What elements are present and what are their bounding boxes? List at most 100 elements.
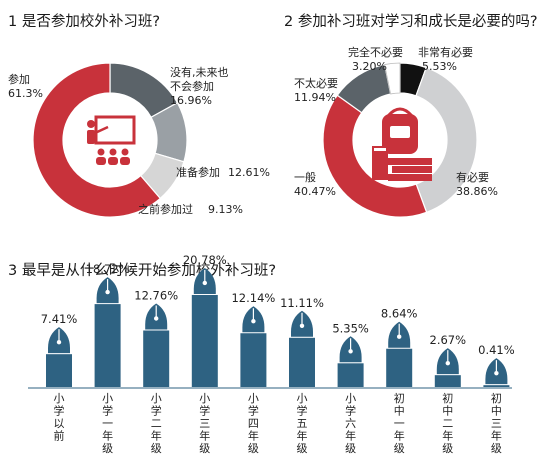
bar-category-label-1: 一 bbox=[102, 417, 113, 430]
bar-value-label-2: 12.76% bbox=[134, 288, 178, 302]
bar-category-label-0: 以 bbox=[54, 417, 65, 430]
value-yiban: 40.47% bbox=[294, 185, 336, 198]
bar-category-label-3: 三 bbox=[199, 417, 210, 430]
bar-category-label-9: 年 bbox=[491, 429, 502, 443]
bar-5 bbox=[289, 337, 315, 387]
bar-8 bbox=[434, 375, 461, 387]
bar-category-label-4: 年 bbox=[248, 429, 259, 443]
bar-category-label-3: 级 bbox=[199, 442, 210, 455]
chart1-title: 1 是否参加校外补习班? bbox=[8, 14, 161, 30]
label-feichang: 非常有必要 bbox=[418, 46, 473, 59]
bar-category-label-5: 学 bbox=[297, 404, 308, 418]
teacher-classroom-icon bbox=[87, 115, 136, 165]
bar-category-label-1: 学 bbox=[102, 404, 113, 418]
bar-category-label-7: 初 bbox=[394, 391, 405, 405]
bar-9 bbox=[483, 385, 510, 387]
bar-category-label-6: 级 bbox=[345, 442, 356, 455]
bar-category-label-6: 小 bbox=[345, 392, 356, 405]
bar-category-label-2: 年 bbox=[151, 429, 162, 443]
value-wanquan: 3.20% bbox=[352, 60, 387, 73]
bar-value-label-8: 2.67% bbox=[430, 333, 467, 347]
bar-category-label-0: 前 bbox=[54, 429, 65, 443]
bar-category-label-7: 年 bbox=[394, 429, 405, 443]
pen-nib-icon bbox=[193, 267, 216, 294]
bar-category-label-0: 学 bbox=[54, 404, 65, 418]
pen-nib-icon bbox=[388, 321, 411, 348]
label-no-future-1: 没有,未来也 bbox=[170, 66, 229, 79]
value-before: 9.13% bbox=[208, 203, 243, 216]
pen-nib-icon bbox=[485, 358, 508, 385]
bar-category-label-7: 级 bbox=[394, 442, 405, 455]
value-youbiyao: 38.86% bbox=[456, 185, 498, 198]
bar-category-label-3: 年 bbox=[199, 429, 210, 443]
bar-category-label-5: 五 bbox=[297, 417, 308, 430]
bar-category-label-4: 四 bbox=[248, 417, 259, 430]
bar-category-label-1: 小 bbox=[102, 392, 113, 405]
bar-1 bbox=[94, 304, 121, 387]
label-no-future-2: 不会参加 bbox=[170, 80, 214, 93]
pen-nib-icon bbox=[48, 327, 70, 354]
bar-category-label-9: 三 bbox=[491, 417, 502, 430]
bar-category-label-8: 级 bbox=[442, 442, 453, 455]
value-no-future: 16.96% bbox=[170, 94, 212, 107]
bar-category-label-9: 级 bbox=[491, 442, 502, 455]
bar-value-label-5: 11.11% bbox=[280, 296, 324, 310]
bar-7 bbox=[386, 348, 413, 387]
bar-value-label-6: 5.35% bbox=[332, 321, 369, 335]
pen-nib-icon bbox=[242, 306, 265, 333]
pen-nib-icon bbox=[145, 303, 168, 330]
bar-value-label-9: 0.41% bbox=[478, 343, 515, 357]
bar-category-label-8: 初 bbox=[442, 391, 453, 405]
bar-category-label-5: 小 bbox=[297, 392, 308, 405]
bar-6 bbox=[337, 363, 364, 387]
pen-nib-icon bbox=[436, 348, 459, 375]
bar-category-label-6: 学 bbox=[345, 404, 356, 418]
bar-category-label-2: 二 bbox=[151, 417, 162, 430]
pen-nib-icon bbox=[96, 277, 119, 304]
pie-chart-1 bbox=[32, 62, 188, 218]
bar-category-label-6: 六 bbox=[345, 417, 356, 430]
bar-category-label-3: 小 bbox=[199, 392, 210, 405]
value-canjia: 61.3% bbox=[8, 87, 43, 100]
bar-category-label-4: 学 bbox=[248, 404, 259, 418]
bar-value-label-3: 20.78% bbox=[183, 253, 227, 267]
bar-category-label-0: 小 bbox=[54, 392, 65, 405]
bar-category-label-1: 级 bbox=[102, 442, 113, 455]
bar-category-label-2: 小 bbox=[151, 392, 162, 405]
value-butai: 11.94% bbox=[294, 91, 336, 104]
bar-category-label-1: 年 bbox=[102, 429, 113, 443]
bar-category-label-8: 二 bbox=[442, 417, 453, 430]
bar-category-label-9: 初 bbox=[491, 391, 502, 405]
bar-category-label-7: 中 bbox=[394, 405, 405, 418]
value-feichang: 5.53% bbox=[422, 60, 457, 73]
bar-category-label-7: 一 bbox=[394, 417, 405, 430]
bar-category-label-5: 级 bbox=[297, 442, 308, 455]
bar-category-label-4: 级 bbox=[248, 442, 259, 455]
label-butai: 不太必要 bbox=[294, 77, 338, 90]
bar-category-label-2: 级 bbox=[151, 442, 162, 455]
pie2-slice-4 bbox=[384, 62, 401, 95]
bar-category-label-8: 中 bbox=[442, 405, 453, 418]
bar-value-label-4: 12.14% bbox=[231, 291, 275, 305]
bar-value-label-7: 8.64% bbox=[381, 307, 418, 321]
bar-0 bbox=[46, 354, 72, 387]
label-wanquan: 完全不必要 bbox=[348, 46, 403, 59]
pie2-slice-2 bbox=[322, 94, 428, 218]
bar-category-label-4: 小 bbox=[248, 392, 259, 405]
label-prepare: 准备参加 bbox=[176, 166, 220, 179]
bar-category-label-8: 年 bbox=[442, 429, 453, 443]
bar-value-label-0: 7.41% bbox=[41, 312, 78, 326]
label-yiban: 一般 bbox=[294, 171, 316, 184]
label-youbiyao: 有必要 bbox=[456, 171, 489, 184]
label-canjia: 参加 bbox=[8, 73, 30, 86]
label-before: 之前参加过 bbox=[138, 203, 193, 216]
bar-value-label-1: 18.72% bbox=[86, 262, 130, 276]
bar-2 bbox=[143, 330, 170, 387]
bar-3 bbox=[191, 294, 218, 387]
backpack-books-icon bbox=[372, 107, 432, 181]
bar-category-label-9: 中 bbox=[491, 405, 502, 418]
pen-nib-icon bbox=[339, 336, 362, 363]
bar-category-label-6: 年 bbox=[345, 429, 356, 443]
